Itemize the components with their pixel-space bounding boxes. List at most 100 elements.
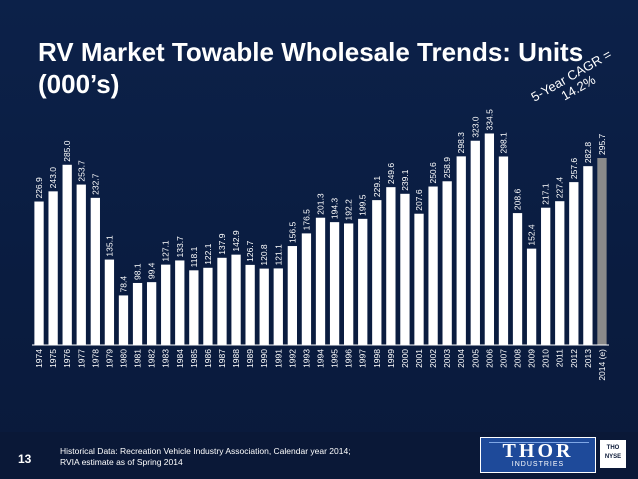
value-label: 135.1 [104, 235, 114, 257]
bar-2013 [583, 166, 593, 345]
logo-subtext: INDUSTRIES [511, 461, 565, 468]
category-label: 2006 [484, 349, 494, 368]
category-label: 2011 [555, 349, 565, 368]
category-label: 1978 [90, 349, 100, 368]
category-label: 1987 [217, 349, 227, 368]
source-footnote: Historical Data: Recreation Vehicle Indu… [60, 446, 351, 467]
bar-1993 [301, 233, 312, 345]
bar-1976 [62, 164, 72, 345]
value-label: 217.1 [541, 183, 551, 205]
bar-2002 [428, 186, 438, 345]
bar-1975 [48, 191, 58, 345]
category-label: 1990 [259, 349, 269, 368]
category-label: 2002 [428, 349, 438, 368]
category-label: 1992 [287, 349, 297, 368]
bar-1986 [203, 267, 213, 345]
value-label: 152.4 [527, 224, 537, 246]
value-label: 243.0 [48, 167, 58, 189]
bar-2009 [526, 248, 537, 345]
category-label: 1974 [34, 349, 44, 368]
category-label: 1996 [344, 349, 354, 368]
value-label: 334.5 [484, 109, 494, 131]
value-label: 99.4 [147, 262, 157, 279]
bar-1998 [372, 200, 382, 345]
category-label: 2005 [470, 349, 480, 368]
bar-1979 [104, 259, 115, 345]
value-label: 207.6 [414, 189, 424, 211]
category-label: 1991 [273, 349, 283, 368]
category-label: 2012 [569, 349, 579, 368]
bar-1991 [273, 268, 283, 345]
bar-1982 [146, 282, 157, 345]
value-label: 122.1 [203, 243, 213, 265]
category-label: 1977 [76, 349, 86, 368]
category-label: 1976 [62, 349, 72, 368]
value-label: 176.5 [301, 209, 311, 231]
bar-1989 [245, 264, 255, 345]
value-label: 142.9 [231, 230, 241, 252]
category-label: 1983 [161, 349, 171, 368]
bar-1978 [90, 197, 100, 345]
value-label: 282.8 [583, 142, 593, 164]
bar-2011 [555, 201, 565, 345]
bar-1992 [287, 246, 297, 345]
value-label: 298.3 [456, 132, 466, 154]
bar-1980 [118, 295, 129, 345]
logo-stripe [489, 442, 589, 443]
category-label: 2004 [456, 349, 466, 368]
value-label: 285.0 [62, 140, 72, 162]
value-label: 249.6 [386, 163, 396, 185]
category-label: 2003 [442, 349, 452, 368]
nyse-badge: THO NYSE [600, 440, 626, 468]
value-label: 226.9 [34, 177, 44, 199]
value-label: 239.1 [400, 169, 410, 191]
bar-1984 [175, 260, 185, 345]
bar-2007 [498, 156, 509, 345]
value-label: 98.1 [133, 263, 143, 280]
value-label: 156.5 [287, 221, 297, 243]
value-label: 133.7 [175, 236, 185, 258]
category-label: 1982 [147, 349, 157, 368]
value-label: 323.0 [470, 116, 480, 138]
value-label: 194.3 [330, 198, 340, 220]
category-label: 1988 [231, 349, 241, 368]
value-label: 120.8 [259, 244, 269, 266]
value-label: 127.1 [161, 240, 171, 262]
bar-1995 [329, 222, 340, 345]
category-label: 2014 (e) [597, 349, 607, 381]
category-label: 1981 [133, 349, 143, 368]
category-label: 1985 [189, 349, 199, 368]
value-label: 199.5 [358, 194, 368, 216]
category-label: 1979 [104, 349, 114, 368]
bar-2005 [470, 140, 480, 345]
bar-1985 [189, 270, 199, 345]
category-label: 2013 [583, 349, 593, 368]
bar-1987 [217, 257, 227, 345]
value-label: 192.2 [344, 199, 354, 221]
value-label: 258.9 [442, 157, 452, 179]
value-label: 227.4 [555, 177, 565, 199]
value-label: 232.7 [90, 173, 100, 195]
value-label: 253.7 [76, 160, 86, 182]
page-number: 13 [18, 452, 32, 466]
value-label: 201.3 [316, 193, 326, 215]
bar-2003 [442, 181, 452, 345]
thor-industries-logo: THOR INDUSTRIES [480, 437, 596, 473]
bar-1977 [76, 184, 86, 345]
value-label: 208.6 [513, 189, 523, 211]
category-label: 1995 [330, 349, 340, 368]
slide-title: RV Market Towable Wholesale Trends: Unit… [38, 37, 584, 99]
logo-text: THOR [502, 440, 574, 462]
value-label: 126.7 [245, 240, 255, 262]
category-label: 1986 [203, 349, 213, 368]
bar-1981 [132, 282, 143, 345]
value-label: 118.1 [189, 246, 199, 267]
bar-2004 [456, 156, 466, 345]
bar-2012 [569, 182, 579, 345]
bar-1974 [34, 201, 44, 345]
category-label: 2008 [513, 349, 523, 368]
bar-1990 [259, 268, 269, 345]
bar-1997 [358, 218, 368, 345]
value-label: 137.9 [217, 233, 227, 255]
category-label: 2001 [414, 349, 424, 368]
